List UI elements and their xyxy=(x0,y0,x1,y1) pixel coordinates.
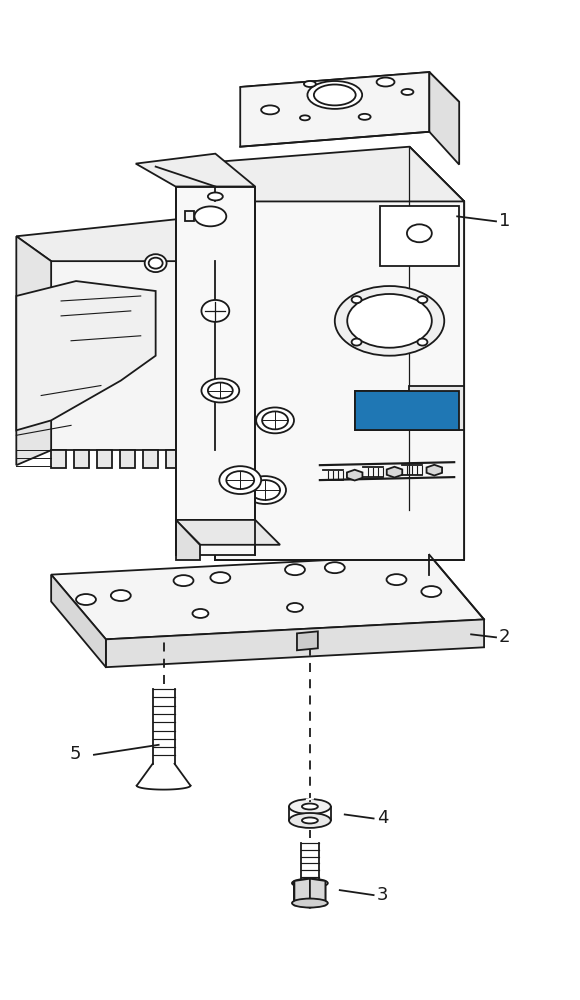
Ellipse shape xyxy=(407,224,432,242)
Polygon shape xyxy=(347,470,362,480)
Polygon shape xyxy=(176,520,280,545)
Ellipse shape xyxy=(401,89,414,95)
Ellipse shape xyxy=(304,81,316,87)
Text: 5: 5 xyxy=(69,745,81,763)
Polygon shape xyxy=(409,147,464,560)
Ellipse shape xyxy=(76,594,96,605)
Ellipse shape xyxy=(144,254,166,272)
Ellipse shape xyxy=(289,799,331,814)
Polygon shape xyxy=(97,450,112,468)
Ellipse shape xyxy=(208,192,223,200)
Ellipse shape xyxy=(300,115,310,120)
Ellipse shape xyxy=(148,258,162,269)
Ellipse shape xyxy=(219,466,261,494)
Polygon shape xyxy=(426,465,442,476)
Ellipse shape xyxy=(376,78,394,86)
Ellipse shape xyxy=(418,339,427,346)
Polygon shape xyxy=(297,631,318,650)
Polygon shape xyxy=(355,391,459,430)
Ellipse shape xyxy=(351,296,361,303)
Polygon shape xyxy=(176,187,255,555)
Polygon shape xyxy=(166,450,180,468)
Ellipse shape xyxy=(287,603,303,612)
Polygon shape xyxy=(240,72,429,147)
Ellipse shape xyxy=(386,574,407,585)
Polygon shape xyxy=(295,885,310,908)
Polygon shape xyxy=(155,147,464,201)
Ellipse shape xyxy=(244,476,286,504)
Ellipse shape xyxy=(302,817,318,823)
Polygon shape xyxy=(16,236,51,465)
Ellipse shape xyxy=(208,383,233,398)
Polygon shape xyxy=(429,72,459,165)
Polygon shape xyxy=(240,72,459,120)
Polygon shape xyxy=(355,391,459,430)
Text: 4: 4 xyxy=(376,809,388,827)
Ellipse shape xyxy=(111,590,130,601)
Polygon shape xyxy=(51,450,66,468)
Polygon shape xyxy=(16,281,155,430)
Polygon shape xyxy=(176,520,201,560)
Polygon shape xyxy=(106,619,484,667)
Ellipse shape xyxy=(289,813,331,828)
Polygon shape xyxy=(136,154,255,187)
Ellipse shape xyxy=(256,407,294,433)
Ellipse shape xyxy=(292,879,328,888)
Polygon shape xyxy=(295,879,310,901)
Ellipse shape xyxy=(335,286,444,356)
Ellipse shape xyxy=(173,575,194,586)
Polygon shape xyxy=(387,467,403,478)
Text: 2: 2 xyxy=(499,628,510,646)
Ellipse shape xyxy=(211,572,230,583)
Polygon shape xyxy=(51,575,106,667)
Ellipse shape xyxy=(226,471,254,489)
Polygon shape xyxy=(310,885,325,908)
Ellipse shape xyxy=(292,899,328,908)
Ellipse shape xyxy=(358,114,371,120)
Ellipse shape xyxy=(307,81,362,109)
Ellipse shape xyxy=(418,296,427,303)
Ellipse shape xyxy=(302,804,318,810)
Text: 1: 1 xyxy=(499,212,510,230)
Polygon shape xyxy=(310,879,325,901)
Ellipse shape xyxy=(250,480,280,500)
Polygon shape xyxy=(16,219,215,261)
Polygon shape xyxy=(51,261,215,450)
Polygon shape xyxy=(379,206,459,266)
Polygon shape xyxy=(51,555,484,639)
Ellipse shape xyxy=(351,339,361,346)
Ellipse shape xyxy=(262,411,288,429)
Polygon shape xyxy=(74,450,89,468)
Ellipse shape xyxy=(201,300,229,322)
Polygon shape xyxy=(215,201,464,560)
Ellipse shape xyxy=(347,294,432,348)
Ellipse shape xyxy=(421,586,441,597)
Polygon shape xyxy=(143,450,158,468)
Ellipse shape xyxy=(314,84,356,105)
Ellipse shape xyxy=(201,379,239,402)
Polygon shape xyxy=(188,450,204,468)
Polygon shape xyxy=(184,211,194,221)
Ellipse shape xyxy=(193,609,208,618)
Ellipse shape xyxy=(285,564,305,575)
Ellipse shape xyxy=(194,206,226,226)
Polygon shape xyxy=(120,450,135,468)
Ellipse shape xyxy=(325,562,345,573)
Text: 3: 3 xyxy=(376,886,388,904)
Polygon shape xyxy=(409,147,464,216)
Polygon shape xyxy=(409,386,464,430)
Ellipse shape xyxy=(261,105,279,114)
